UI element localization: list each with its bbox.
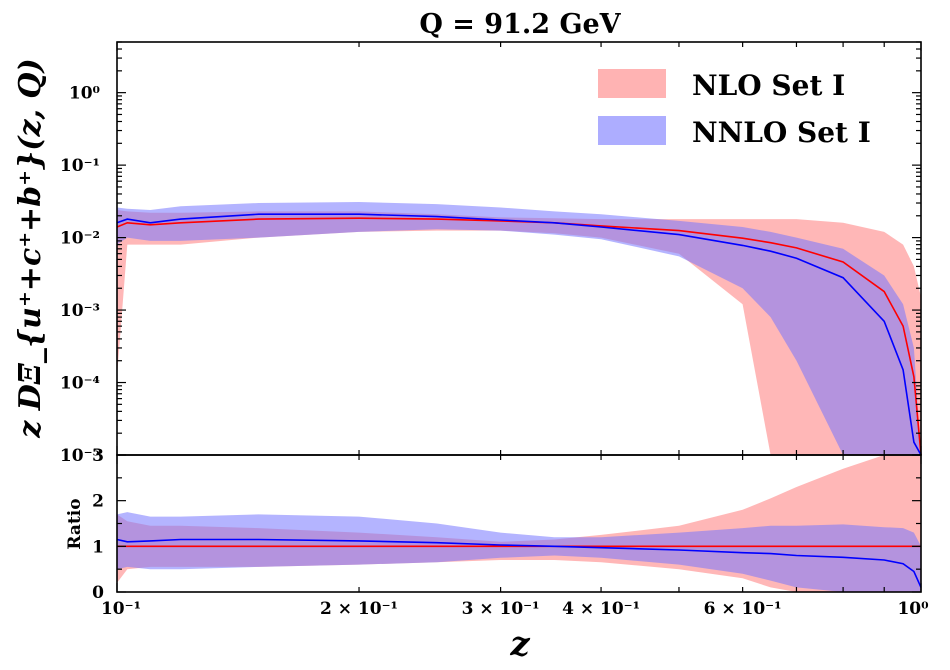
- main-y-tick-label: 10⁻²: [60, 229, 100, 249]
- main-y-axis-label: z DΞ_{u⁺+c⁺+b⁺}(z, Q): [13, 58, 48, 438]
- main-y-tick-label: 10⁰: [69, 84, 100, 104]
- ratio-y-tick-label: 0: [92, 583, 104, 603]
- ratio-band-nnlo: [117, 512, 921, 592]
- ratio-y-tick-labels: 0 1 2 3: [92, 446, 104, 603]
- ratio-y-axis-label: Ratio: [65, 498, 85, 549]
- ratio-y-tick-label: 3: [92, 446, 104, 466]
- main-y-tick-label: 10⁻³: [60, 301, 100, 321]
- x-tick-label: 6 × 10⁻¹: [704, 599, 782, 619]
- legend: NLO Set I NNLO Set I: [598, 69, 871, 149]
- legend-label-nlo: NLO Set I: [692, 69, 845, 102]
- main-band-nnlo: [117, 202, 921, 455]
- legend-label-nnlo: NNLO Set I: [692, 116, 871, 149]
- main-panel-lines: [116, 213, 922, 456]
- x-tick-label: 3 × 10⁻¹: [462, 599, 540, 619]
- main-y-tick-labels: 10⁻⁵ 10⁻⁴ 10⁻³ 10⁻² 10⁻¹ 10⁰: [60, 84, 100, 466]
- main-panel-bands: [117, 202, 921, 455]
- ratio-panel-lines: [116, 538, 922, 588]
- legend-swatch-nlo: [598, 69, 666, 98]
- axis-ticks: [116, 41, 922, 593]
- main-y-tick-label: 10⁻¹: [60, 156, 100, 176]
- ratio-y-tick-label: 2: [92, 492, 104, 512]
- x-tick-labels: 10⁻¹ 2 × 10⁻¹ 3 × 10⁻¹ 4 × 10⁻¹ 6 × 10⁻¹…: [101, 599, 929, 619]
- x-tick-label: 2 × 10⁻¹: [320, 599, 398, 619]
- x-tick-label: 4 × 10⁻¹: [562, 599, 640, 619]
- x-axis-label: z: [509, 624, 530, 664]
- ratio-y-tick-label: 1: [92, 537, 104, 557]
- main-y-tick-label: 10⁻⁵: [60, 446, 100, 466]
- main-central-line-nnlo: [116, 213, 922, 456]
- x-tick-label: 10⁻¹: [101, 599, 141, 619]
- main-y-tick-label: 10⁻⁴: [60, 374, 100, 394]
- main-central-line-nlo: [116, 217, 922, 456]
- x-tick-label: 10⁰: [897, 599, 928, 619]
- legend-swatch-nnlo: [598, 116, 666, 145]
- ratio-panel-bands: [117, 455, 921, 592]
- chart-title: Q = 91.2 GeV: [419, 9, 621, 40]
- ratio-central-line-nnlo: [116, 538, 922, 588]
